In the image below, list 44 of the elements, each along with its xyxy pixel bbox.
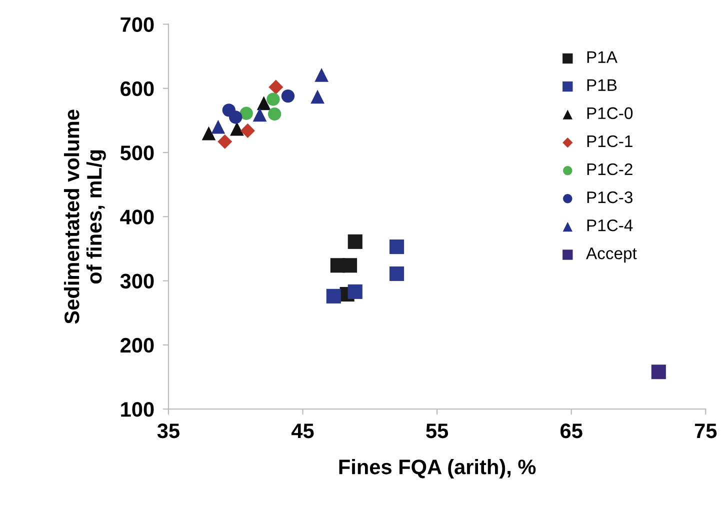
y-tick-label: 400 [120,210,154,224]
x-axis-title: Fines FQA (arith), % [339,459,536,478]
x-tick-label: 55 [426,424,448,438]
point [240,123,255,138]
y-tick-label: 700 [120,17,154,32]
y-tick-label: 200 [120,338,154,353]
y-axis-title: Sedimentated volume of fines, mL/g [64,110,106,324]
y-tick-label: 300 [120,274,154,289]
point [229,110,242,124]
point [211,120,226,134]
legend-label: P1C-4 [587,219,633,232]
legend-label: P1C-3 [587,191,632,204]
point [256,96,271,110]
point [342,258,358,273]
legend-label: Accept [586,248,637,263]
point [314,68,329,82]
legend-label: P1A [587,51,618,63]
point [389,240,404,254]
y-tick-label: 100 [121,402,154,417]
point [651,364,666,380]
point [389,266,404,282]
legend-label: P1C-1 [587,135,632,148]
x-tick-label: 65 [560,423,582,438]
legend-label: P1B [587,79,617,91]
y-tick-label: 600 [120,81,154,96]
point [252,108,267,122]
point [348,234,362,249]
x-tick-label: 35 [157,423,180,438]
x-tick-label: 75 [694,424,717,438]
x-tick-label: 45 [291,424,314,438]
legend-label: P1C-0 [587,107,633,120]
point [268,107,282,121]
point [268,80,284,94]
legend-label: P1C-2 [587,163,632,176]
point [281,89,295,103]
point [326,288,341,304]
point [230,122,244,136]
point [240,106,253,120]
point [202,126,216,140]
point [218,134,232,149]
point [266,92,280,106]
y-tick-label: 500 [120,146,154,160]
point [310,90,324,104]
point [348,284,362,299]
